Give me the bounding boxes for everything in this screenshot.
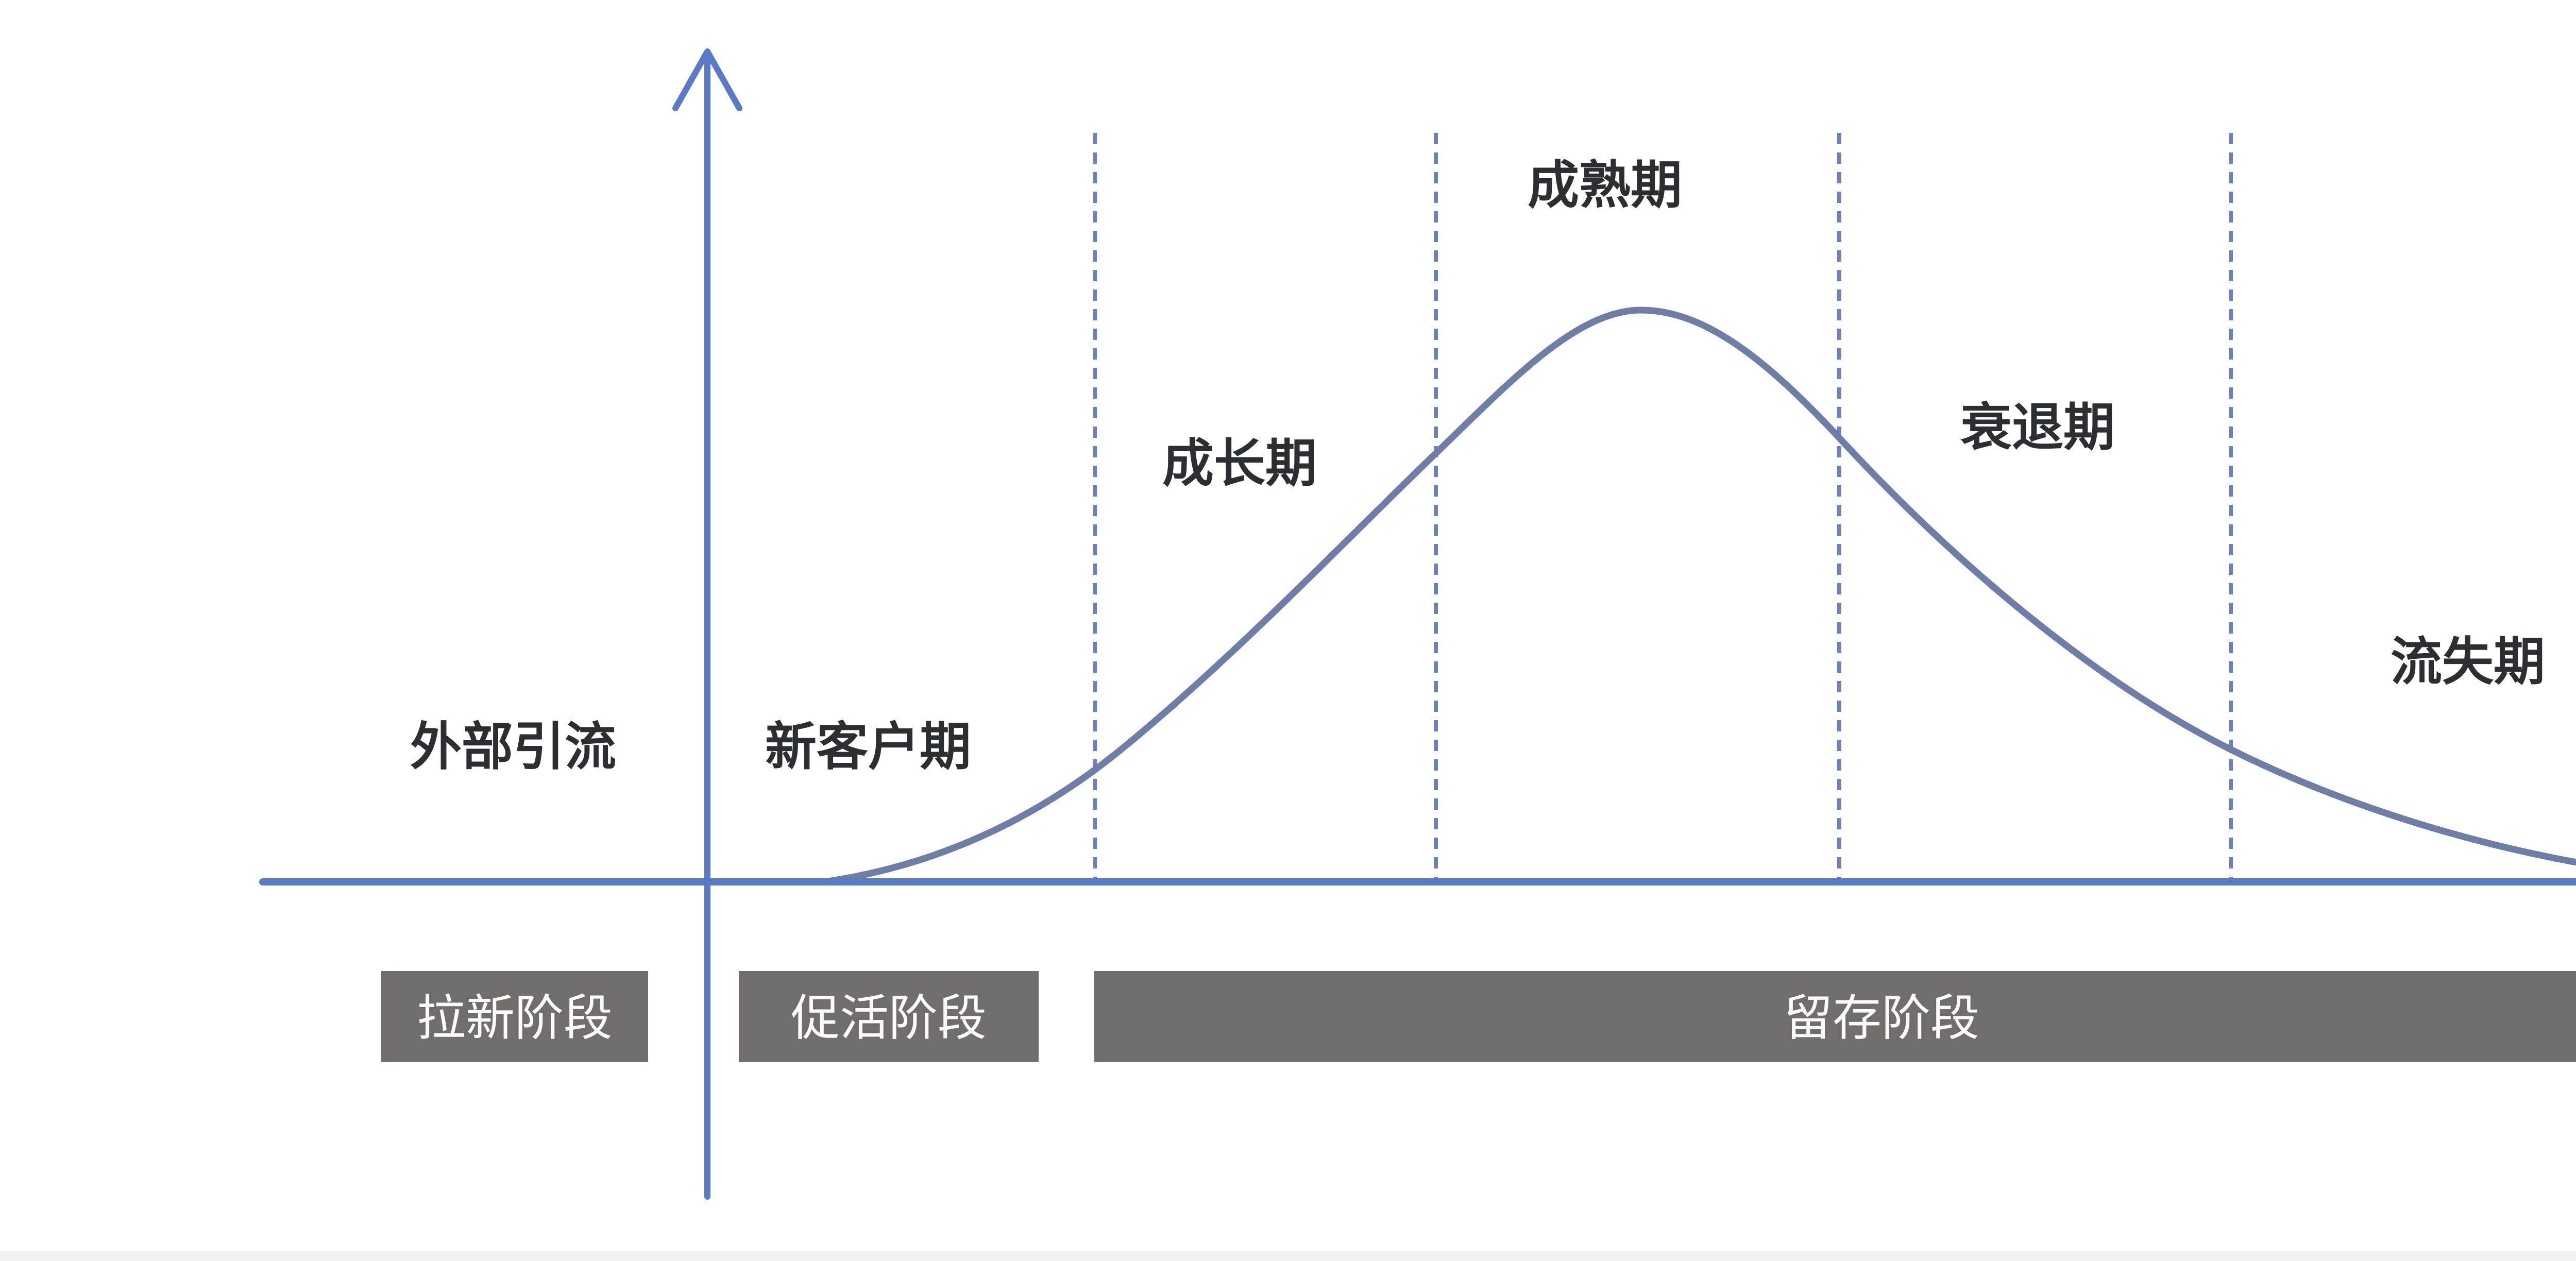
y-axis [672, 48, 742, 1200]
phase-bar-activation-label: 促活阶段 [791, 991, 987, 1046]
stage-label-churn: 流失期 [2391, 633, 2545, 691]
phase-bars: 拉新阶段 促活阶段 留存阶段 [381, 971, 2576, 1062]
stage-divider-lines [1093, 133, 2233, 882]
x-axis: 生命周期 [259, 878, 2576, 885]
phase-bar-acquisition-label: 拉新阶段 [417, 991, 613, 1046]
stage-labels: 外部引流 新客户期 成长期 成熟期 衰退期 流失期 [410, 157, 2545, 776]
stage-label-maturity: 成熟期 [1528, 157, 1682, 214]
phase-bar-retention-rect [1094, 971, 2576, 1062]
phase-bar-acquisition-rect [381, 971, 648, 1062]
stage-label-external-traffic: 外部引流 [410, 718, 616, 776]
lifecycle-curve [821, 306, 2576, 885]
bottom-edge-strip [0, 1251, 2576, 1261]
stage-label-decline: 衰退期 [1960, 399, 2115, 456]
phase-bar-retention-label: 留存阶段 [1784, 991, 1979, 1046]
phase-bar-activation-rect [739, 971, 1039, 1062]
y-axis-arrow-icon [672, 48, 742, 111]
stage-label-new-customer: 新客户期 [765, 718, 971, 776]
phase-bar-acquisition: 拉新阶段 [381, 971, 648, 1062]
phase-bar-activation: 促活阶段 [739, 971, 1039, 1062]
stage-label-growth: 成长期 [1162, 435, 1317, 492]
phase-bar-retention: 留存阶段 [1094, 971, 2576, 1062]
